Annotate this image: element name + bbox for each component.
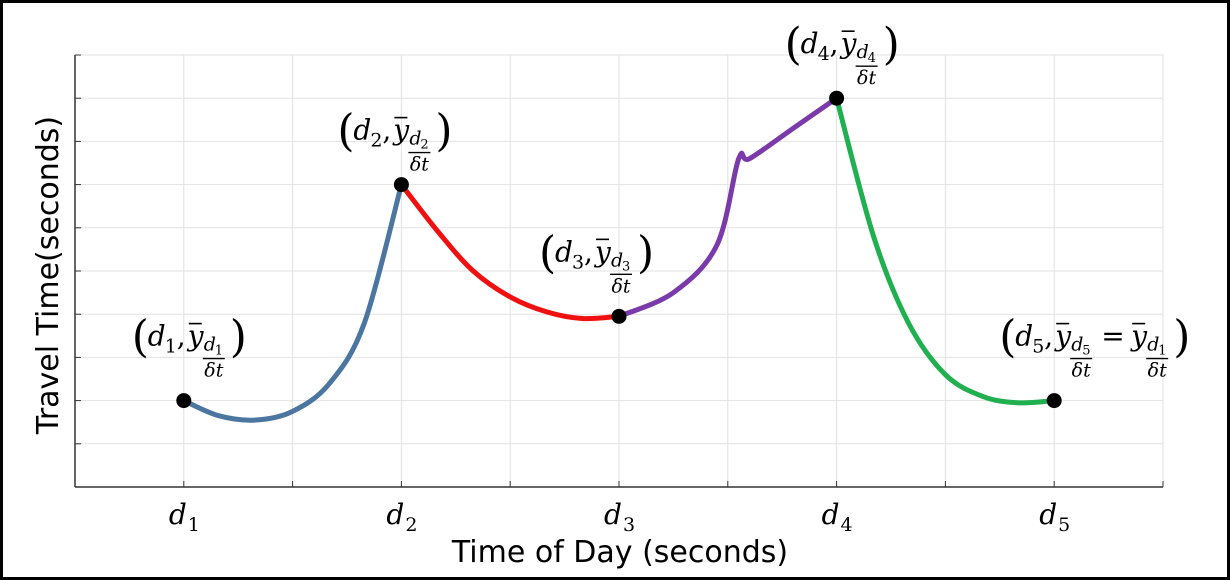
series-line-2 (398, 182, 622, 322)
annotation-frac-den: δt (611, 275, 630, 297)
annotation-sub-d: d (409, 128, 421, 150)
markers-group (176, 90, 1062, 409)
annotation-left-paren: ( (337, 106, 354, 157)
annotation-ybar: y (186, 320, 205, 353)
annotation-d: d (1015, 320, 1033, 353)
annotation-d-index: 5 (1032, 336, 1044, 358)
annotation-frac-den: δt (204, 360, 223, 382)
annotation-frac-den: δt (410, 154, 429, 176)
series-line-4 (834, 95, 1057, 406)
annotation-left-paren: ( (999, 312, 1016, 363)
annotation-d: d (148, 320, 166, 353)
annotation-d: d (555, 235, 573, 268)
annotation-sub-index: 2 (420, 138, 428, 153)
annotation-sub-index: 3 (622, 259, 630, 274)
point-marker-4 (829, 90, 845, 106)
point-marker-1 (176, 393, 192, 409)
ticks (74, 54, 1164, 487)
annotation-comma: , (382, 114, 391, 147)
x-tick-label-base: d (822, 498, 840, 531)
annotation-comma: , (177, 320, 186, 353)
annotation-d-index: 2 (370, 130, 382, 152)
x-tick-label-sub: 2 (405, 514, 417, 536)
annotation-d: d (801, 27, 819, 60)
annotation-d-index: 1 (165, 336, 177, 358)
point-marker-5 (1046, 393, 1062, 409)
annotation-frac-den: δt (1148, 360, 1167, 382)
series-line-1 (181, 182, 404, 423)
annotation-sub-index: 1 (215, 344, 223, 359)
annotation-sub-index: 1 (1158, 344, 1166, 359)
annotation-left-paren: ( (539, 227, 556, 278)
annotation-ybar: y (593, 235, 612, 268)
point-marker-3 (611, 308, 627, 324)
annotation-sub-d: d (1147, 334, 1159, 356)
y-axis-label: Travel Time(seconds) (31, 116, 66, 435)
annotation-right-paren: ) (883, 19, 900, 70)
annotation-frac-den: δt (1072, 360, 1091, 382)
annotation-left-paren: ( (785, 19, 802, 70)
x-axis-label: Time of Day (seconds) (451, 535, 788, 570)
annotation-sub-index: 4 (868, 51, 876, 66)
annotation-d-index: 4 (818, 43, 830, 65)
annotation-right-paren: ) (1173, 312, 1190, 363)
x-tick-label-base: d (604, 498, 622, 531)
annotation-equals: = (1101, 320, 1124, 353)
annotation-frac-den: δt (857, 67, 876, 89)
x-tick-label-base: d (386, 498, 404, 531)
annotation-d: d (353, 114, 371, 147)
x-tick-label-sub: 1 (188, 514, 200, 536)
annotation-right-paren: ) (435, 106, 452, 157)
series-group (181, 95, 1057, 423)
point-marker-2 (393, 177, 409, 193)
annotation-ybar: y (391, 114, 410, 147)
x-tick-label-base: d (169, 498, 187, 531)
x-tick-label-sub: 4 (841, 514, 853, 536)
x-tick-label-sub: 5 (1058, 514, 1070, 536)
annotation-sub-index: 5 (1082, 344, 1090, 359)
annotation-ybar: y (1053, 320, 1072, 353)
annotation-sub-d: d (611, 249, 623, 271)
annotation-right-paren: ) (637, 227, 654, 278)
annotation-sub-d: d (204, 334, 216, 356)
annotation-d-index: 3 (572, 251, 584, 273)
annotation-left-paren: ( (132, 312, 149, 363)
annotation-comma: , (830, 27, 839, 60)
x-tick-label-base: d (1039, 498, 1057, 531)
annotation-right-paren: ) (230, 312, 247, 363)
annotation-ybar: y (1129, 320, 1148, 353)
annotation-sub-d: d (857, 41, 869, 63)
annotation-ybar: y (839, 27, 858, 60)
annotation-comma: , (584, 235, 593, 268)
annotation-sub-d: d (1071, 334, 1083, 356)
series-line-3 (616, 95, 840, 319)
x-tick-label-sub: 3 (623, 514, 635, 536)
annotation-comma: , (1044, 320, 1053, 353)
